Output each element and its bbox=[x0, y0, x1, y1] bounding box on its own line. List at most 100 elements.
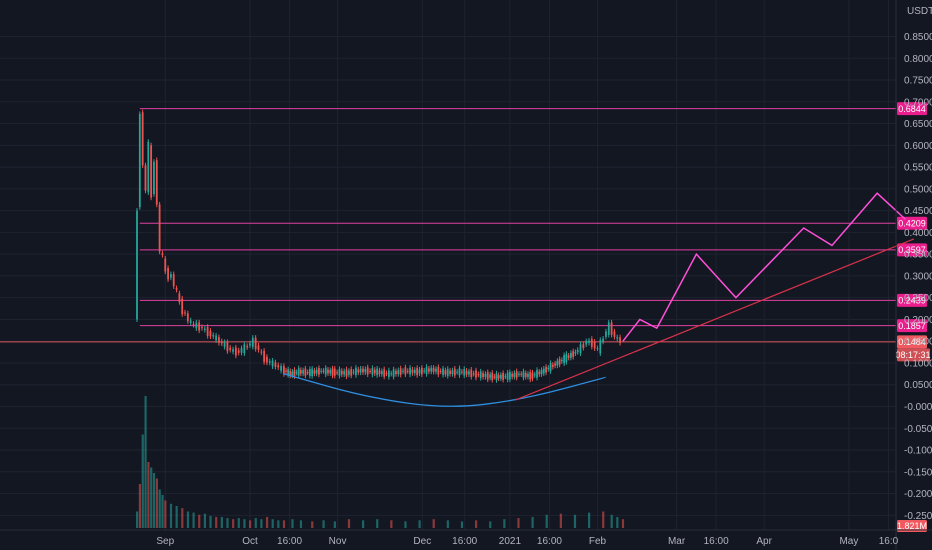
candle-body bbox=[468, 371, 470, 375]
candle-body bbox=[518, 373, 520, 375]
candle-body bbox=[263, 350, 266, 363]
volume-bar bbox=[362, 520, 365, 528]
candle-body bbox=[404, 367, 407, 375]
x-tick-label: 16:00 bbox=[537, 536, 562, 547]
candle-body bbox=[502, 373, 505, 380]
candle-body bbox=[195, 322, 198, 329]
candle-body bbox=[593, 341, 596, 349]
volume-bar bbox=[144, 396, 147, 528]
candle-body bbox=[304, 368, 307, 376]
volume-bars: 1.821M bbox=[136, 396, 927, 532]
level-tag[interactable] bbox=[897, 293, 927, 307]
volume-bar bbox=[573, 514, 577, 528]
candle-body bbox=[524, 372, 527, 377]
candle-body bbox=[509, 372, 511, 380]
level-tag-label: 0.4209 bbox=[898, 218, 926, 228]
candle-body bbox=[456, 371, 459, 373]
volume-bar bbox=[282, 520, 286, 528]
volume-bar bbox=[489, 521, 492, 528]
candle-body bbox=[520, 373, 523, 375]
y-tick-label: 0.5500 bbox=[904, 163, 932, 174]
candle-body bbox=[153, 161, 155, 195]
candle-body bbox=[549, 362, 552, 372]
x-tick-label: 16:00 bbox=[277, 536, 302, 547]
candle-body bbox=[206, 326, 209, 336]
candle-body bbox=[251, 337, 254, 347]
y-tick-label: -0.2000 bbox=[904, 489, 932, 500]
candle-body bbox=[616, 337, 619, 339]
horizontal-levels[interactable]: 0.6844 0.4209 0.3597 0.2439 0.1857 0.1484 08:1… bbox=[0, 102, 931, 362]
candle-body bbox=[416, 368, 419, 376]
candle-body bbox=[175, 288, 178, 290]
x-tick-label: Nov bbox=[329, 536, 347, 547]
countdown-tag bbox=[897, 348, 930, 362]
volume-bar bbox=[271, 519, 274, 528]
volume-bar bbox=[220, 517, 223, 528]
candle-body bbox=[343, 371, 346, 375]
candle-body bbox=[432, 367, 435, 372]
price-axis[interactable]: 0.8500 0.8000 0.7500 0.7000 0.6500 0.6000 0.55… bbox=[895, 0, 932, 550]
candle-body bbox=[472, 373, 475, 375]
x-tick-label: Oct bbox=[242, 536, 258, 547]
volume-bar bbox=[175, 506, 178, 528]
volume-bar bbox=[559, 513, 562, 528]
candle-body bbox=[345, 369, 348, 377]
current-price-tag[interactable] bbox=[897, 335, 927, 349]
level-tag[interactable] bbox=[897, 216, 927, 230]
candle-body bbox=[596, 348, 599, 350]
candle-body bbox=[411, 369, 414, 374]
candle-body bbox=[215, 335, 217, 341]
candle-body bbox=[542, 368, 545, 374]
volume-bar bbox=[147, 462, 150, 528]
level-tag[interactable] bbox=[897, 319, 927, 333]
volume-bar bbox=[158, 489, 161, 528]
candle-body bbox=[226, 342, 229, 352]
y-tick-label: 0.1000 bbox=[904, 358, 932, 369]
candle-body bbox=[158, 204, 161, 252]
currency-label[interactable]: USDT bbox=[907, 6, 932, 17]
cup-arc-drawing[interactable] bbox=[283, 373, 607, 407]
candle-body bbox=[378, 370, 381, 375]
volume-bar bbox=[418, 520, 421, 528]
candle-body bbox=[458, 368, 461, 376]
drawings[interactable] bbox=[283, 192, 915, 407]
y-tick-label: -0.2500 bbox=[904, 511, 932, 522]
candle-body bbox=[313, 370, 316, 374]
price-candles bbox=[136, 109, 621, 383]
level-tag-label: 0.1857 bbox=[898, 321, 926, 331]
candle-body bbox=[308, 369, 311, 376]
level-tag[interactable] bbox=[897, 102, 927, 116]
y-tick-label: 0.3000 bbox=[904, 271, 932, 282]
candle-body bbox=[479, 371, 482, 379]
time-axis[interactable]: Sep Oct 16:00 Nov Dec 16:00 2021 16:00 Feb Mar 16:… bbox=[0, 529, 932, 547]
candle-body bbox=[329, 370, 332, 374]
support-trendline[interactable] bbox=[515, 238, 915, 401]
projection-path[interactable] bbox=[622, 192, 906, 342]
level-tag[interactable] bbox=[897, 243, 927, 257]
candle-body bbox=[338, 369, 341, 376]
candle-body bbox=[357, 369, 360, 373]
candle-body bbox=[425, 366, 428, 375]
y-tick-label: 0.6000 bbox=[904, 141, 932, 152]
candle-body bbox=[293, 369, 296, 377]
candle-body bbox=[442, 368, 444, 376]
candle-body bbox=[218, 337, 220, 343]
candle-body bbox=[531, 372, 534, 379]
y-tick-label: 0.7500 bbox=[904, 76, 932, 87]
candle-body bbox=[172, 274, 175, 287]
candle-body bbox=[311, 368, 314, 377]
candle-body bbox=[178, 293, 181, 303]
candle-body bbox=[237, 350, 240, 353]
x-tick-label: Apr bbox=[756, 536, 772, 547]
candle-body bbox=[268, 361, 271, 363]
candle-body bbox=[497, 375, 500, 379]
candle-body bbox=[232, 349, 234, 352]
candle-body bbox=[322, 370, 325, 372]
volume-bar bbox=[232, 519, 235, 528]
candle-body bbox=[277, 365, 280, 368]
candle-body bbox=[420, 367, 423, 375]
candle-body bbox=[565, 353, 568, 363]
